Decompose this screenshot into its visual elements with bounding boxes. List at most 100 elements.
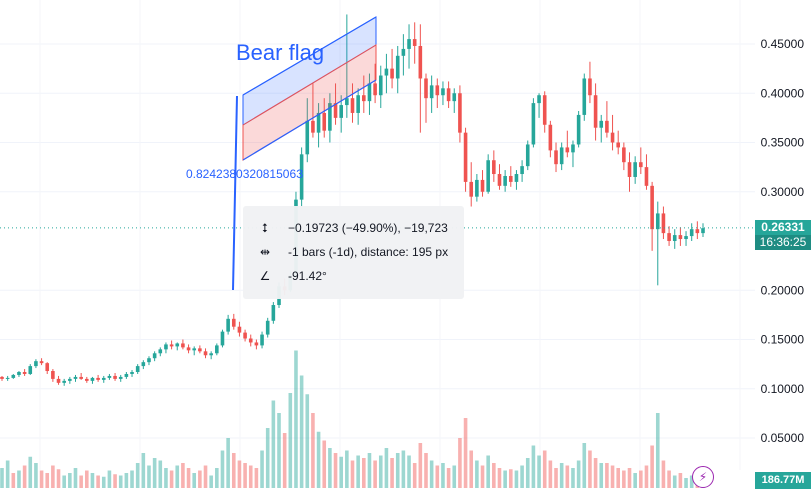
- volume-bar: [362, 458, 366, 488]
- candle-body: [271, 305, 276, 321]
- volume-bar: [514, 470, 519, 488]
- candle-body: [62, 380, 66, 383]
- candle-body: [616, 142, 621, 148]
- volume-bar: [152, 458, 157, 488]
- measure-bars: -1 bars (-1d), distance: 195 px: [288, 245, 449, 259]
- volume-bar: [689, 475, 694, 488]
- volume-bar: [248, 465, 253, 488]
- volume-bar: [322, 440, 327, 488]
- candle-body: [243, 332, 247, 339]
- volume-bar: [458, 438, 462, 488]
- volume-bar: [288, 393, 293, 488]
- candle-body: [508, 175, 513, 182]
- candle-body: [260, 334, 264, 346]
- volume-bar: [661, 460, 666, 488]
- candle-body: [220, 331, 225, 346]
- measure-angle: -91.42°: [288, 269, 327, 283]
- candle-body: [45, 363, 50, 372]
- candle-body: [192, 348, 197, 351]
- volume-bar: [469, 450, 474, 488]
- candle-body: [412, 39, 417, 46]
- candle-body: [22, 372, 27, 374]
- volume-bar: [181, 463, 185, 488]
- candle-body: [588, 78, 592, 96]
- candle-body: [333, 103, 338, 118]
- volume-bar: [282, 433, 287, 488]
- candle-body: [525, 144, 530, 167]
- volume-bar: [667, 470, 671, 488]
- candle-body: [610, 132, 615, 143]
- candle-body: [79, 376, 83, 379]
- volume-bar: [215, 468, 219, 488]
- candle-body: [452, 93, 457, 102]
- candle-body: [475, 179, 479, 197]
- volume-bar: [571, 468, 575, 488]
- price-tick-label: 0.15000: [761, 333, 805, 347]
- volume-bar: [237, 460, 242, 488]
- volume-bar: [158, 460, 163, 488]
- volume-bar: [113, 474, 117, 488]
- candle-body: [84, 378, 89, 381]
- volume-bar: [51, 465, 55, 488]
- price-tick-label: 0.45000: [761, 37, 805, 51]
- candle-body: [339, 105, 343, 118]
- candle-body: [514, 174, 519, 182]
- candle-body: [599, 120, 604, 128]
- candle-body: [17, 372, 21, 375]
- volume-bar: [497, 468, 502, 488]
- volume-bar: [209, 475, 213, 488]
- candle-body: [378, 75, 383, 96]
- candle-body: [689, 229, 694, 237]
- bear-flag-label[interactable]: Bear flag: [236, 40, 325, 65]
- candle-body: [203, 351, 208, 356]
- candle-body: [639, 162, 643, 168]
- volume-bar: [45, 473, 50, 488]
- candle-body: [576, 114, 581, 145]
- volume-bar: [520, 465, 524, 488]
- volume-bar: [141, 453, 146, 488]
- drawings[interactable]: [0, 16, 755, 291]
- lightning-icon[interactable]: ⚡: [692, 466, 714, 488]
- volume-bar: [412, 463, 417, 488]
- volume-bar: [537, 455, 541, 488]
- price-axis[interactable]: 0.45000 0.40000 0.35000 0.30000 0.20000 0.150…: [761, 37, 805, 445]
- volume-bar: [542, 450, 547, 488]
- candle-body: [28, 366, 33, 374]
- measure-price-row: ⭥ −0.19723 (−49.90%), −19,723: [243, 218, 448, 238]
- volume-bar: [345, 450, 349, 488]
- volume-bar: [79, 475, 83, 488]
- measure-price-change: −0.19723 (−49.90%), −19,723: [288, 221, 448, 235]
- candle-body: [169, 344, 174, 347]
- candle-body: [152, 353, 157, 359]
- volume-bar: [565, 465, 570, 488]
- volume-bar: [446, 468, 451, 488]
- volume-bar: [339, 456, 343, 488]
- volume-bar: [644, 465, 649, 488]
- candle-body: [350, 98, 355, 113]
- volume-bar: [39, 470, 44, 488]
- candle-body: [661, 213, 666, 234]
- volume-bar: [356, 455, 360, 488]
- candle-body: [684, 236, 688, 240]
- candle-body: [435, 85, 440, 96]
- candle-body: [667, 233, 671, 241]
- volume-bar: [299, 375, 304, 488]
- volume-bar: [305, 394, 310, 488]
- volume-bar: [452, 465, 457, 488]
- volume-bar: [407, 455, 411, 488]
- volume-bar: [22, 465, 27, 488]
- volume-bar: [678, 473, 683, 488]
- candle-body: [345, 98, 349, 106]
- volume-bar: [531, 445, 536, 488]
- volume-bar: [554, 468, 558, 488]
- volume-bar: [203, 465, 208, 488]
- candle-body: [367, 83, 372, 102]
- volume-bar: [5, 460, 10, 488]
- candle-body: [644, 167, 649, 186]
- candle-body: [701, 228, 705, 234]
- candle-body: [486, 160, 490, 192]
- volume-bar: [548, 460, 553, 488]
- candle-body: [492, 160, 496, 175]
- price-tick-label: 0.20000: [761, 283, 805, 297]
- candle-body: [107, 375, 112, 378]
